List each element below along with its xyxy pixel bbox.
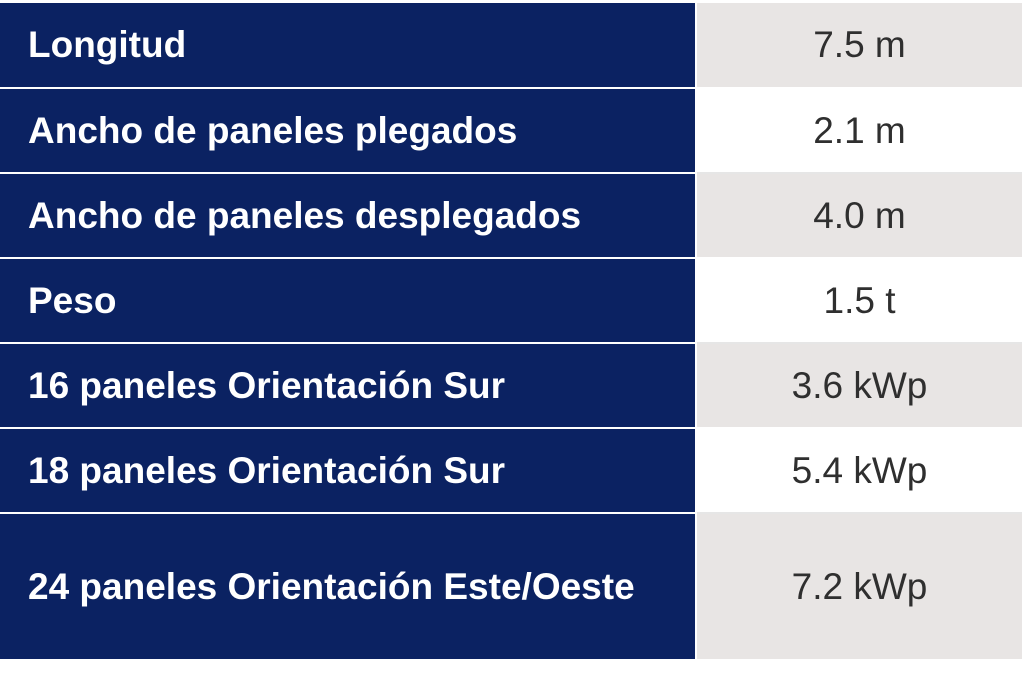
row-label: Ancho de paneles desplegados [0,173,697,259]
row-value: 3.6 kWp [696,343,1022,429]
row-label: Peso [0,258,697,344]
table-row: 16 paneles Orientación Sur 3.6 kWp [0,343,1022,429]
row-label: Ancho de paneles plegados [0,88,697,174]
row-value: 2.1 m [696,88,1022,174]
row-value: 1.5 t [696,258,1022,344]
table-row: Ancho de paneles plegados 2.1 m [0,88,1022,174]
table-row: 24 paneles Orientación Este/Oeste 7.2 kW… [0,513,1022,659]
specifications-table: Longitud 7.5 m Ancho de paneles plegados… [0,3,1022,659]
table-row: 18 paneles Orientación Sur 5.4 kWp [0,428,1022,514]
table-row: Peso 1.5 t [0,258,1022,344]
specifications-table-body: Longitud 7.5 m Ancho de paneles plegados… [0,3,1022,659]
row-value: 5.4 kWp [696,428,1022,514]
row-label: 24 paneles Orientación Este/Oeste [0,513,697,659]
row-value: 7.5 m [696,3,1022,89]
row-value: 4.0 m [696,173,1022,259]
row-label: 16 paneles Orientación Sur [0,343,697,429]
table-row: Longitud 7.5 m [0,3,1022,89]
table-row: Ancho de paneles desplegados 4.0 m [0,173,1022,259]
row-label: 18 paneles Orientación Sur [0,428,697,514]
row-label: Longitud [0,3,697,89]
row-value: 7.2 kWp [696,513,1022,659]
